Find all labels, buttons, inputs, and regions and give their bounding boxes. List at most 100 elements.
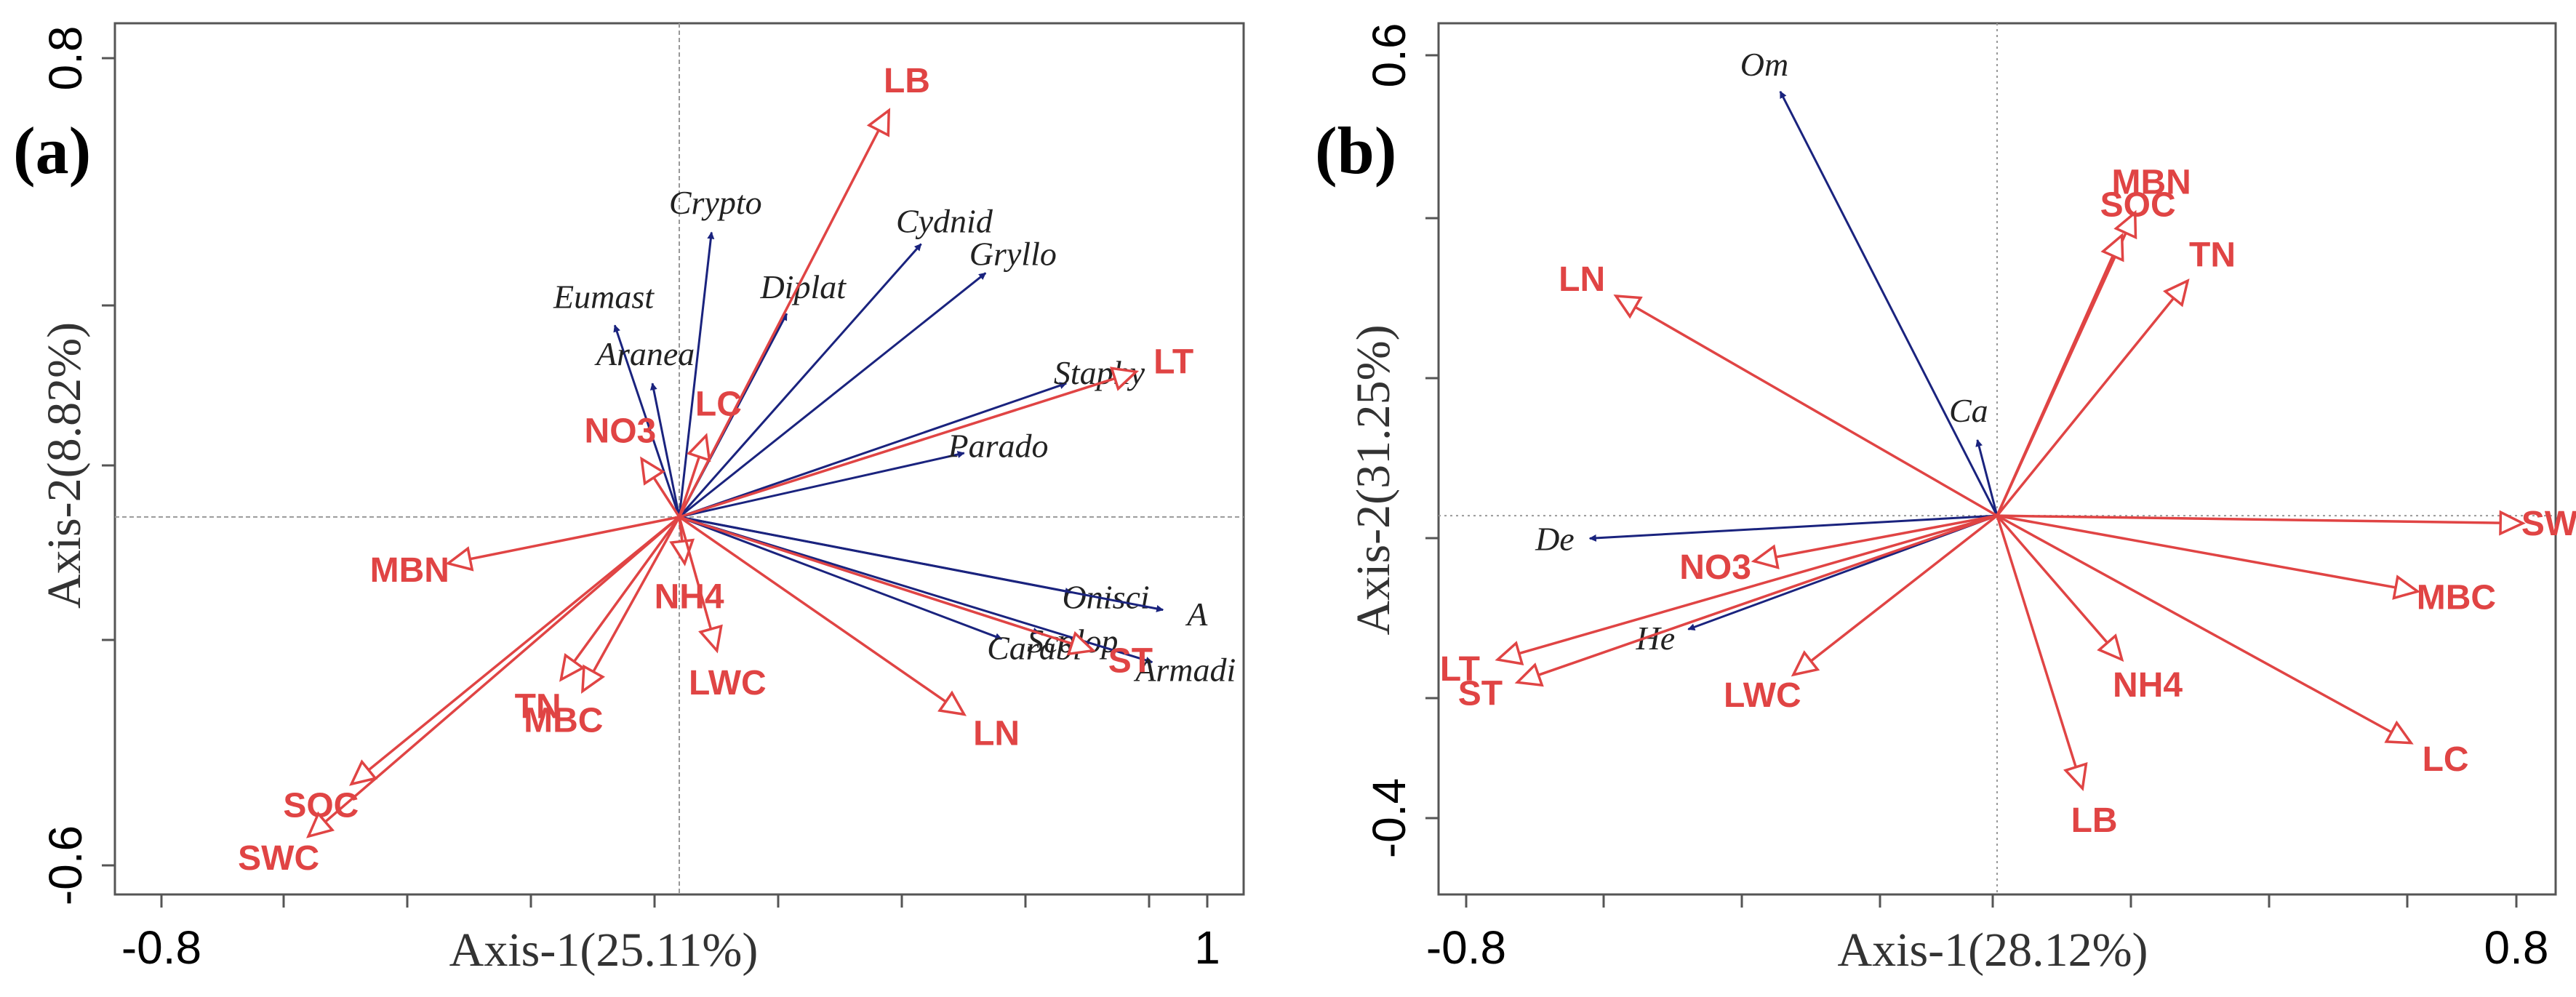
- env-vector: [1996, 515, 2084, 789]
- species-label: Armadi: [1133, 651, 1236, 688]
- species-vector: [679, 516, 1164, 612]
- env-label: LWC: [1724, 676, 1801, 715]
- env-label: LT: [1153, 343, 1193, 381]
- panel-b-xtick-max: 0.8: [2484, 921, 2549, 974]
- panel-a-ylabel: Axis-2(8.82%): [38, 322, 91, 609]
- env-arrowhead: [1751, 544, 1780, 569]
- env-vector: [581, 516, 681, 692]
- env-vector: [1792, 514, 1999, 676]
- panel-a-env-lt: LT: [679, 343, 1193, 518]
- species-vector: [679, 382, 1068, 518]
- env-label: TN: [515, 688, 561, 726]
- panel-b-species-de: De: [1535, 514, 1998, 558]
- panel-b-ytick-min: -0.4: [1363, 778, 1415, 858]
- panel-b-species-ca: Ca: [1949, 392, 1999, 516]
- env-arrowhead: [2392, 574, 2421, 600]
- env-arrowhead: [937, 690, 967, 716]
- panel-b-env-mbc: MBC: [1996, 514, 2496, 617]
- env-vector: [1497, 514, 1998, 661]
- species-vector: [679, 451, 965, 518]
- env-vector: [307, 516, 681, 838]
- env-label: NO3: [585, 412, 657, 450]
- panel-a-species-cydnid: Cydnid: [678, 203, 993, 518]
- panel-a-env-swc: SWC: [238, 516, 681, 878]
- species-label: Aranea: [594, 335, 695, 372]
- species-vector: [679, 272, 987, 518]
- env-arrowhead: [2097, 633, 2124, 662]
- env-arrowhead: [2113, 209, 2137, 240]
- panel-b-label: (b): [1315, 113, 1396, 188]
- panel-b-env-nh4: NH4: [1996, 514, 2183, 705]
- env-label: MBC: [524, 702, 603, 740]
- env-label: ST: [1108, 642, 1153, 681]
- species-vector: [678, 231, 715, 518]
- env-label: LC: [695, 385, 742, 423]
- env-arrowhead: [2100, 233, 2124, 263]
- species-label: De: [1535, 521, 1575, 558]
- panel-a: CryptoCydnidGrylloDiplatEumastAraneaStap…: [13, 22, 1245, 977]
- env-arrowhead: [559, 652, 585, 682]
- panel-a-env-lwc: LWC: [678, 516, 767, 702]
- species-label: Onisci: [1063, 578, 1150, 615]
- panel-a-xlabel: Axis-1(25.11%): [449, 924, 759, 977]
- panel-b-xtick-min: -0.8: [1426, 921, 1506, 974]
- env-vector: [1996, 514, 2412, 745]
- env-label: SOC: [2100, 186, 2176, 225]
- species-label: A: [1185, 596, 1208, 633]
- env-arrowhead: [2163, 279, 2190, 308]
- panel-a-ytick-min: -0.6: [39, 825, 92, 905]
- panel-b-env-lt: LT: [1440, 514, 1998, 689]
- env-label: MBN: [2111, 164, 2191, 202]
- panel-b-species-om: Om: [1740, 46, 1999, 516]
- panel-b-plot: OmCaDeHeMBNSOCTNLNSWCMBCNO3LTSTLWCNH4LBL…: [1425, 23, 2576, 908]
- panel-a-species-a: A: [679, 516, 1208, 633]
- env-label: NH4: [655, 577, 724, 616]
- env-arrowhead: [1495, 641, 1524, 665]
- species-vector: [678, 243, 922, 518]
- panel-a-env-lc: LC: [678, 385, 742, 518]
- env-vector: [679, 516, 965, 716]
- env-label: TN: [2189, 236, 2236, 274]
- env-arrowhead: [1110, 367, 1140, 391]
- panel-b-env-lb: LB: [1996, 515, 2118, 840]
- env-vector: [1996, 280, 2189, 517]
- panel-b-xlabel: Axis-1(28.12%): [1837, 924, 2148, 977]
- env-vector: [1996, 514, 2123, 661]
- env-label: LWC: [689, 664, 767, 702]
- species-vector: [1588, 514, 1998, 542]
- env-label: NO3: [1679, 548, 1751, 587]
- panel-a-species-carabi: Carabi: [679, 516, 1082, 667]
- panel-b-env-lwc: LWC: [1724, 514, 1999, 715]
- panel-a-xtick-max: 1: [1194, 921, 1220, 974]
- env-label: NH4: [2113, 666, 2183, 705]
- env-vector: [447, 516, 680, 565]
- species-label: Crypto: [669, 184, 762, 221]
- panel-a-env-no3: NO3: [585, 412, 681, 518]
- env-arrowhead: [1514, 662, 1544, 687]
- env-vector: [1753, 514, 1998, 563]
- panel-a-env-tn: TN: [515, 516, 681, 726]
- env-vector: [678, 109, 890, 518]
- panel-a-species-crypto: Crypto: [669, 184, 762, 518]
- env-arrowhead: [2499, 510, 2526, 536]
- env-label: LN: [1559, 260, 1605, 299]
- species-vector: [1975, 439, 1999, 516]
- env-arrowhead: [2063, 762, 2088, 792]
- panel-b-env-lc: LC: [1996, 514, 2469, 779]
- env-arrowhead: [640, 456, 665, 486]
- panel-a-ytick-max: 0.8: [39, 26, 92, 91]
- species-label: Ca: [1949, 392, 1988, 429]
- env-label: MBN: [370, 551, 449, 590]
- species-label: Cydnid: [896, 203, 993, 240]
- panel-b-ytick-max: 0.6: [1363, 23, 1415, 88]
- env-arrowhead: [1791, 650, 1820, 677]
- env-vector: [679, 516, 1094, 652]
- panel-a-env-mbc: MBC: [524, 516, 681, 740]
- env-vector: [1516, 514, 1998, 684]
- env-label: LT: [1440, 650, 1480, 689]
- species-label: Eumast: [553, 278, 655, 315]
- panel-b-env-soc: SOC: [1996, 186, 2176, 516]
- env-arrowhead: [1066, 630, 1096, 656]
- species-vector: [613, 324, 681, 518]
